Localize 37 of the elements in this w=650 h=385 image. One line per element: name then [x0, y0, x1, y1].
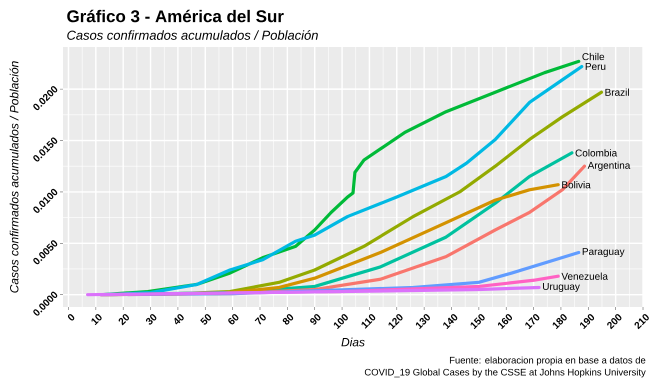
- x-tick-label: 170: [525, 314, 540, 330]
- x-tick-label: 80: [282, 314, 294, 325]
- x-tick-label: 50: [200, 314, 212, 325]
- y-axis-title: Casos confirmados acumulados / Población: [10, 61, 18, 293]
- x-tick-label: 30: [146, 314, 156, 325]
- x-tick-label: 160: [498, 314, 512, 330]
- chart-title: Gráfico 3 - América del Sur: [67, 10, 284, 22]
- series-label: Colombia: [576, 149, 618, 156]
- text: COVID_19 Global Cases by the CSSE at Johns Hopkins University: [364, 368, 646, 378]
- series-label: Uruguay: [543, 283, 580, 292]
- x-tick-label: 0: [68, 314, 74, 320]
- x-tick-label: 200: [607, 314, 622, 330]
- x-tick-label: 90: [310, 314, 321, 325]
- x-tick-label: 40: [174, 314, 184, 325]
- x-tick-label: 130: [416, 314, 430, 330]
- series-label: Venezuela: [561, 272, 608, 280]
- x-tick-label: 210: [634, 314, 649, 330]
- x-tick-label: 180: [552, 314, 567, 330]
- x-tick-label: 60: [228, 314, 238, 324]
- series-label: Paraguay: [582, 248, 625, 257]
- x-tick-label: 100: [334, 314, 348, 330]
- x-tick-label: 20: [118, 314, 129, 326]
- chart-subtitle: Casos confirmados acumulados / Población: [67, 30, 318, 40]
- x-tick-label: 190: [580, 314, 594, 330]
- x-tick-label: 140: [443, 314, 458, 330]
- series-label: Argentina: [588, 162, 630, 171]
- x-tick-label: 70: [254, 314, 266, 325]
- series-label: Bolivia: [562, 181, 591, 188]
- series-label: Chile: [582, 52, 604, 60]
- x-tick-label: 10: [91, 314, 102, 326]
- series-label: Peru: [586, 63, 606, 70]
- source-note: Fuente: elaboracion propia en base a datos de: [450, 356, 646, 366]
- x-tick-label: 110: [362, 314, 376, 329]
- x-tick-label: 120: [388, 314, 403, 330]
- x-axis-title: Dias: [341, 338, 365, 346]
- series-label: Brazil: [605, 88, 629, 96]
- x-tick-label: 150: [470, 314, 485, 330]
